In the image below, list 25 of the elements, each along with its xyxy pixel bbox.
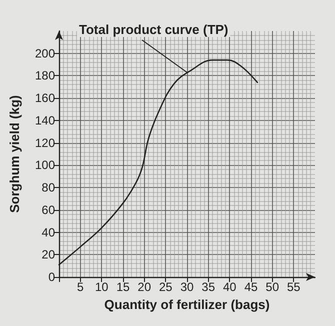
x-tick-label: 40 (222, 280, 237, 294)
y-tick-label: 160 (34, 91, 56, 106)
y-tick-label: 180 (34, 68, 56, 83)
x-axis-title: Quantity of fertilizer (bags) (104, 296, 270, 312)
y-tick-label: 200 (34, 46, 56, 60)
y-tick-label: 60 (42, 202, 56, 217)
y-tick-label: 0 (48, 270, 56, 284)
y-tick-label: 40 (42, 225, 56, 240)
y-tick-label: 120 (34, 136, 56, 150)
x-tick-label: 50 (266, 280, 280, 294)
annotation: Total product curve (TP) (79, 22, 228, 37)
y-tick-label: 140 (34, 113, 56, 128)
x-tick-label: 5 (76, 280, 84, 294)
x-tick-label: 20 (138, 280, 152, 294)
x-tick-label: 45 (244, 280, 258, 294)
x-tick-label: 10 (94, 280, 109, 294)
x-tick-label: 30 (180, 280, 194, 294)
y-tick-label: 20 (42, 248, 56, 262)
y-tick-label: 80 (42, 180, 56, 195)
y-axis-title: Sorghum yield (kg) (7, 95, 22, 213)
y-tick-label: 100 (34, 158, 56, 172)
x-tick-label: 25 (158, 280, 173, 294)
x-tick-label: 35 (202, 280, 216, 294)
x-tick-label: 55 (286, 280, 301, 294)
x-tick-label: 15 (116, 280, 130, 294)
